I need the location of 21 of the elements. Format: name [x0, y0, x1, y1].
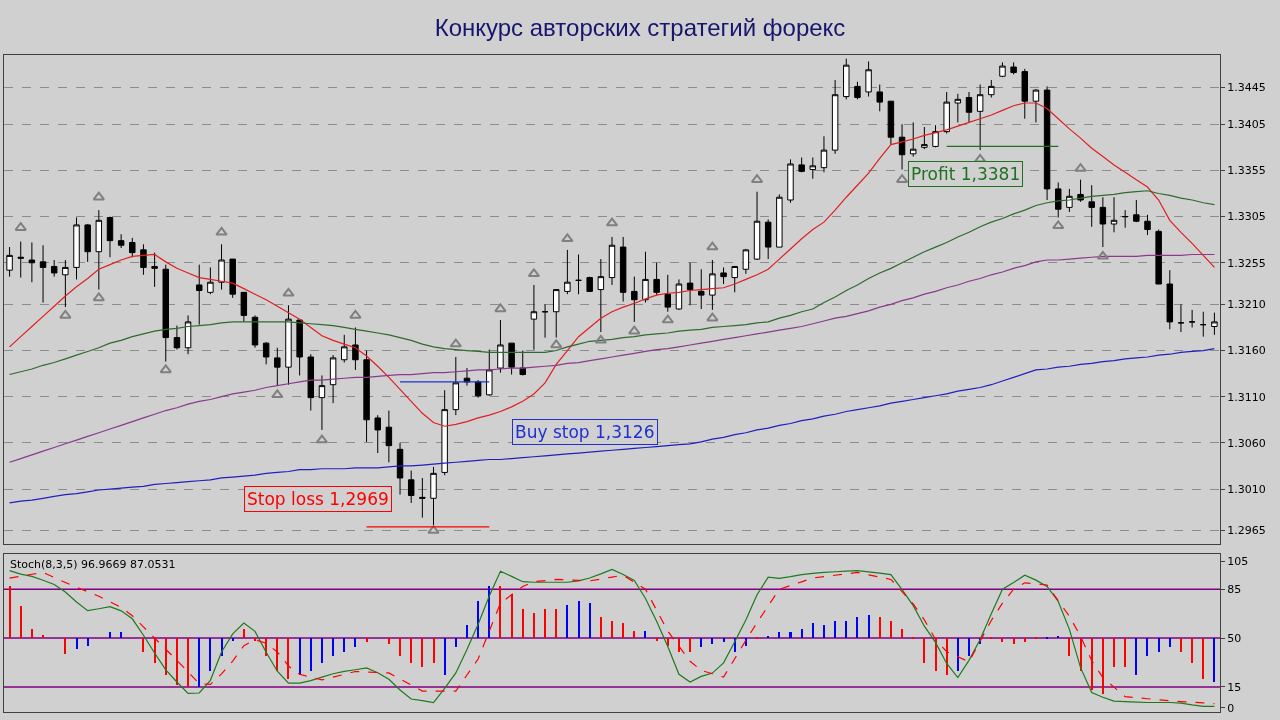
- annotation: Profit 1,3381: [911, 164, 1021, 184]
- y-tick-label: 0: [1227, 701, 1235, 715]
- y-tick-label: 50: [1227, 631, 1242, 645]
- y-tick-label: 1.3210: [1227, 298, 1266, 312]
- y-tick-label: 1.3010: [1227, 482, 1266, 496]
- y-tick-label: 1.3405: [1227, 118, 1266, 132]
- y-tick-label: 1.3445: [1227, 81, 1266, 95]
- annotation: Stop loss 1,2969: [247, 489, 389, 509]
- chart-title: Конкурс авторских стратегий форекс: [434, 13, 846, 41]
- y-tick-label: 1.3355: [1227, 164, 1266, 178]
- y-tick-label: 15: [1227, 680, 1242, 694]
- y-tick-label: 1.2965: [1227, 524, 1266, 538]
- y-tick-label: 1.3305: [1227, 210, 1266, 224]
- y-tick-label: 85: [1227, 583, 1242, 597]
- y-tick-label: 1.3110: [1227, 390, 1266, 404]
- annotation: Buy stop 1,3126: [515, 422, 655, 442]
- y-tick-label: 105: [1227, 555, 1249, 569]
- y-tick-label: 1.3160: [1227, 344, 1266, 358]
- y-tick-label: 1.3255: [1227, 256, 1266, 270]
- y-tick-label: 1.3060: [1227, 436, 1266, 450]
- annotation: Stoch(8,3,5) 96.9669 87.0531: [10, 558, 176, 571]
